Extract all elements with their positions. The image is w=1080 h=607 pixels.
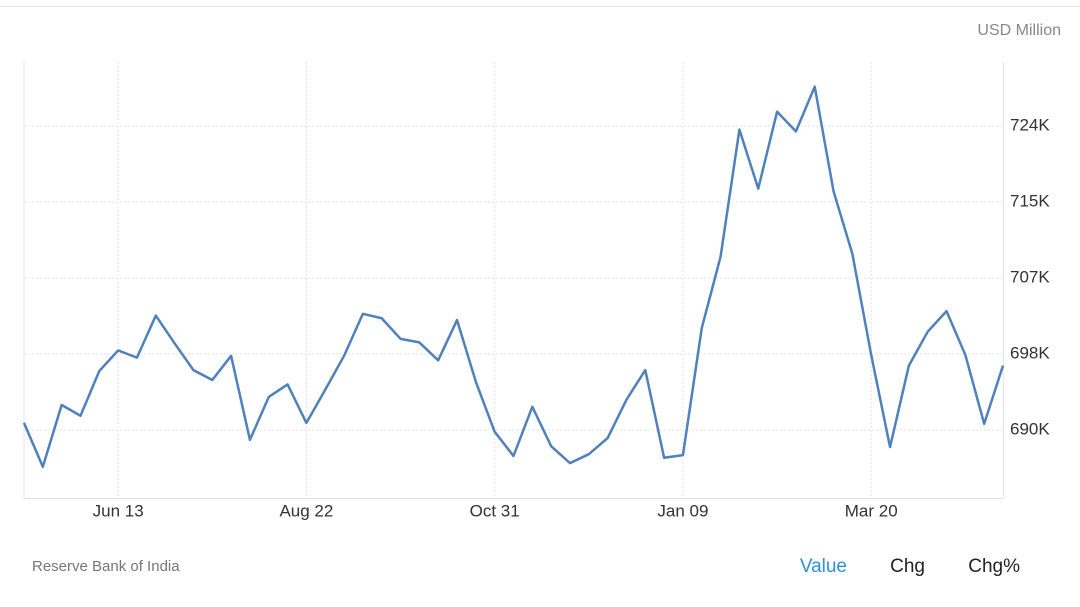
tab-button[interactable]: Chg%	[968, 556, 1020, 577]
y-tick-label: 698K	[1010, 344, 1050, 363]
x-tick-label: Oct 31	[470, 501, 520, 520]
y-tick-label: 707K	[1010, 268, 1050, 287]
x-tick-label: Mar 20	[845, 501, 898, 520]
series-line	[22, 85, 1005, 468]
tab-button[interactable]: Chg	[890, 556, 925, 577]
x-tick-label: Jun 13	[93, 501, 144, 520]
x-tick-label: Jan 09	[657, 501, 708, 520]
y-tick-label: 690K	[1010, 420, 1050, 439]
x-tick-label: Aug 22	[279, 501, 333, 520]
y-tick-label: 724K	[1010, 116, 1050, 135]
source: Reserve Bank of India	[32, 558, 180, 575]
unit-label: USD Million	[977, 22, 1061, 39]
tab-button[interactable]: Value	[800, 556, 847, 577]
y-tick-label: 715K	[1010, 192, 1050, 211]
